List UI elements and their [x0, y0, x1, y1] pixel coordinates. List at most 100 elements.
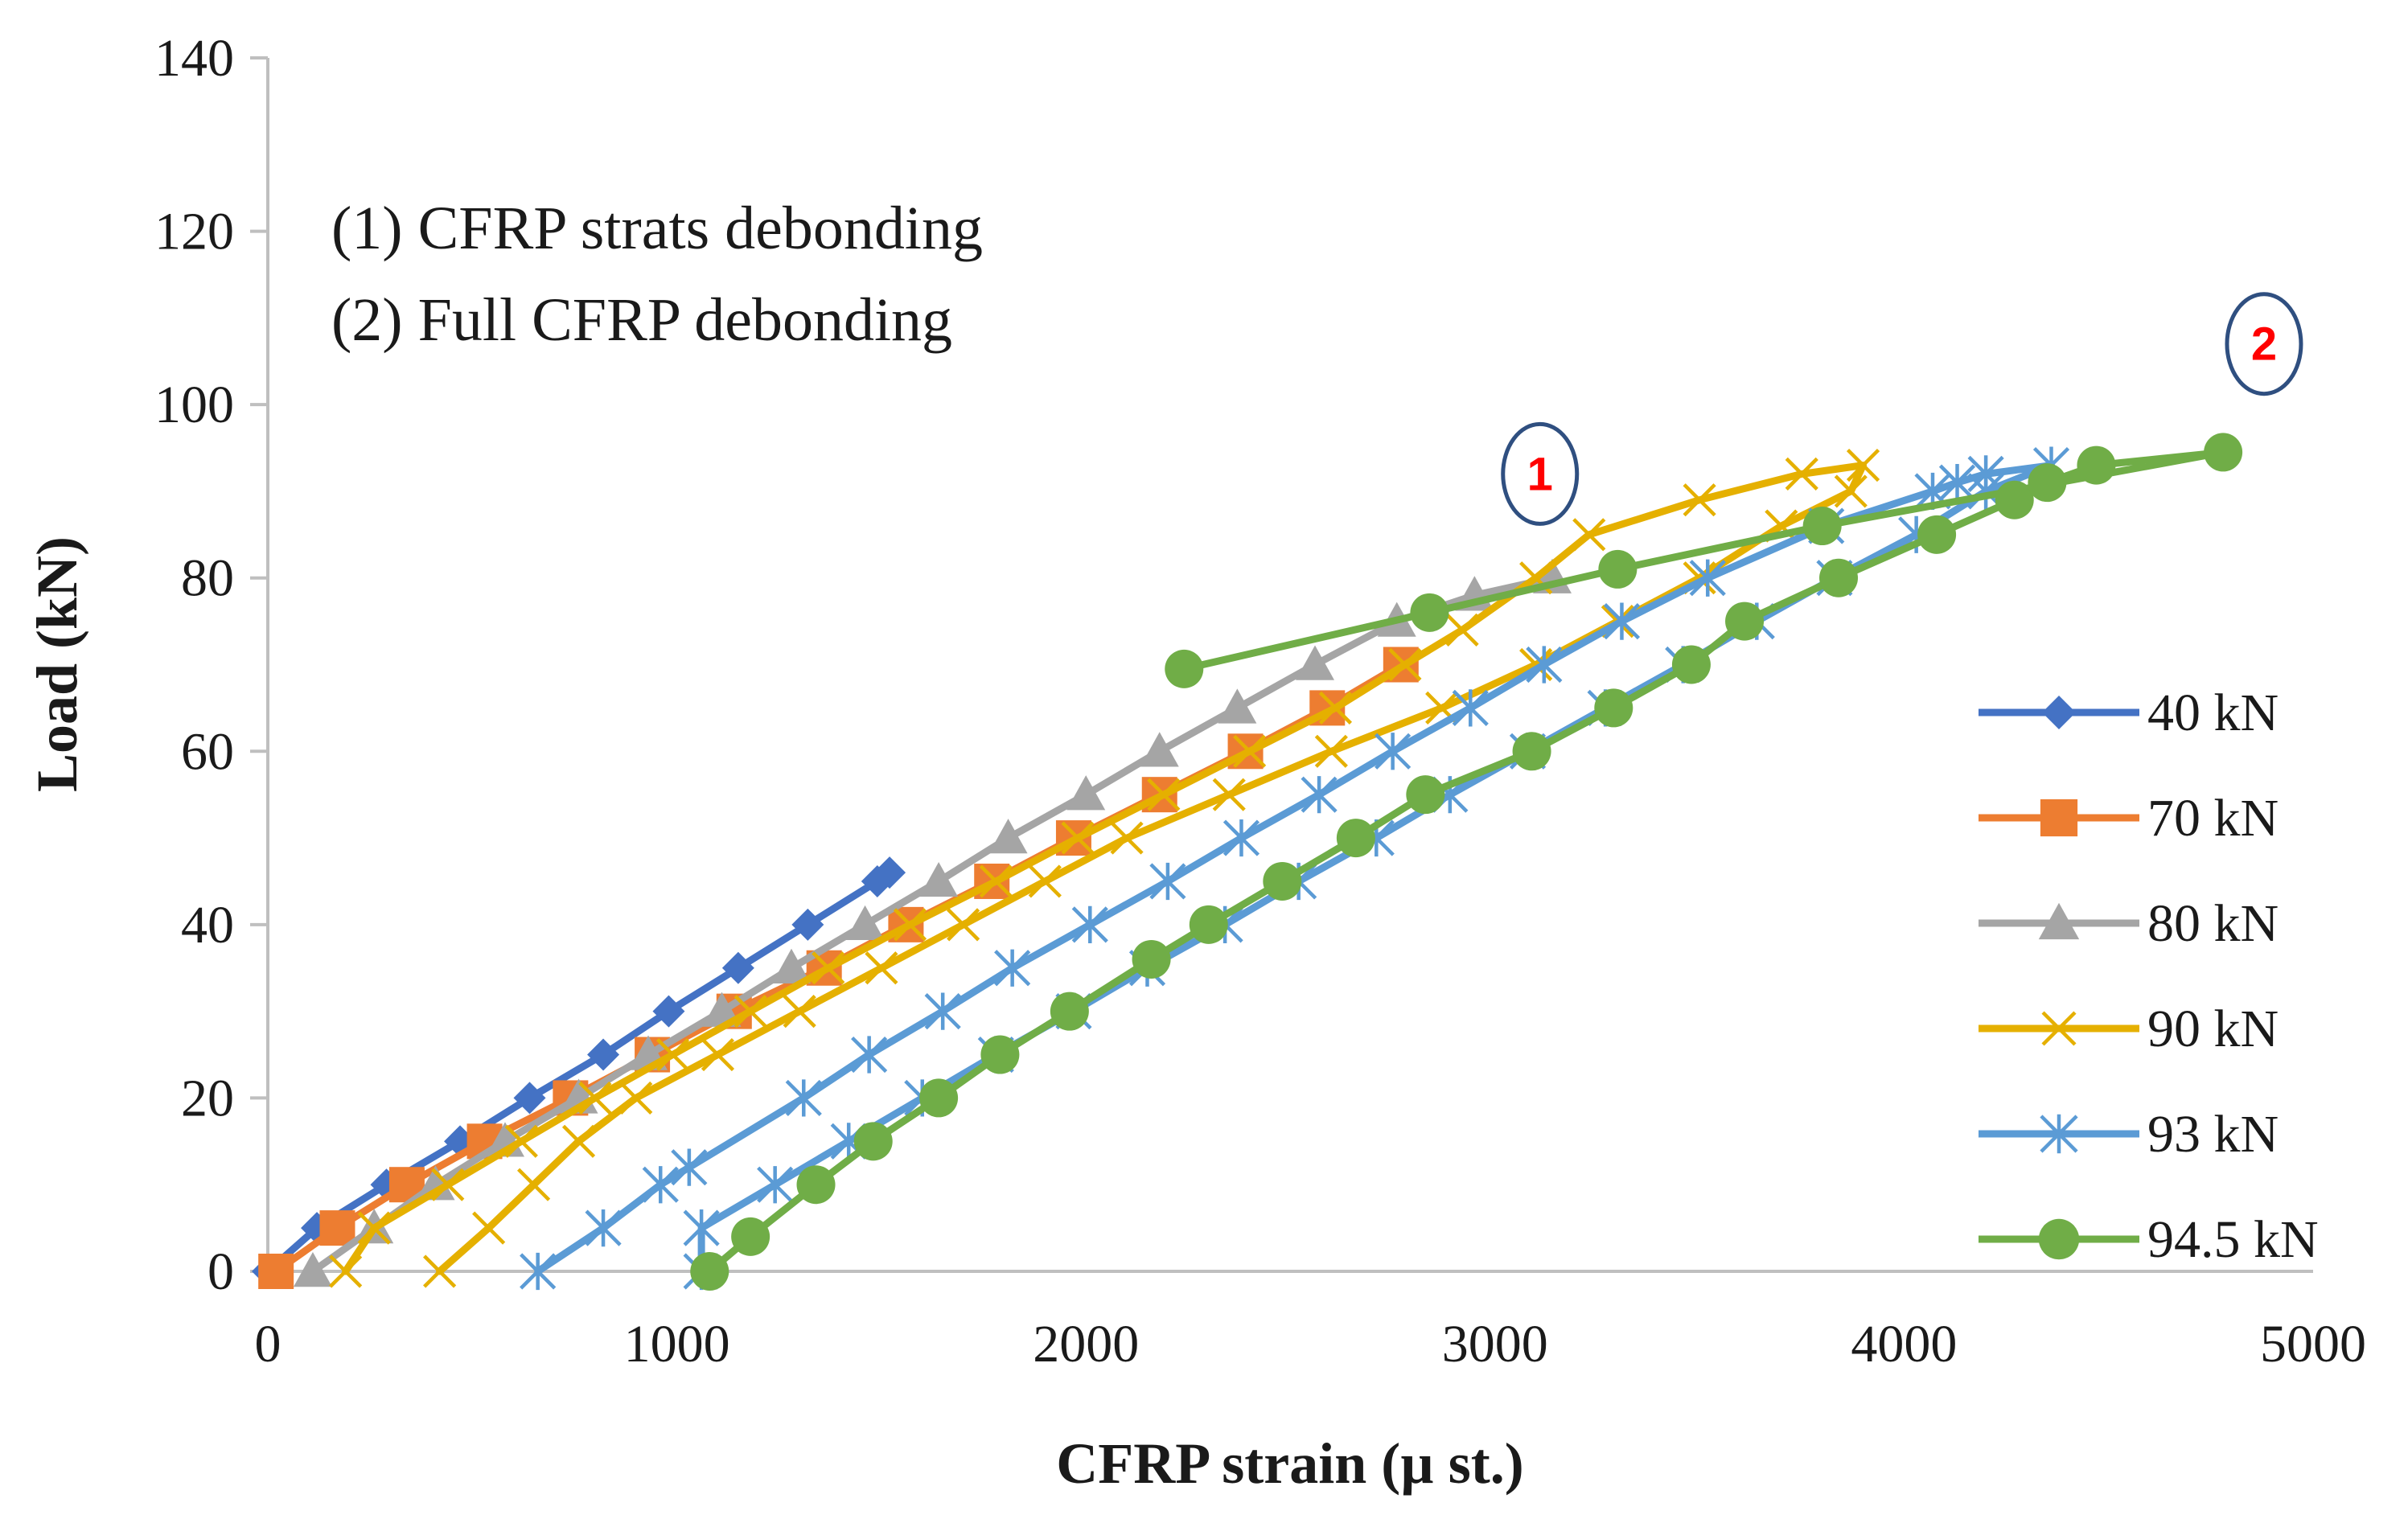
- data-point: [1263, 861, 1302, 901]
- y-tick-label: 100: [154, 376, 234, 434]
- data-point: [472, 1211, 506, 1245]
- data-point: [1050, 992, 1089, 1031]
- data-point: [431, 1168, 465, 1201]
- data-point: [1212, 778, 1246, 811]
- data-point: [2038, 1218, 2080, 1260]
- data-point: [733, 995, 767, 1028]
- data-point: [845, 905, 885, 941]
- data-point: [1572, 518, 1606, 552]
- y-tick-label: 80: [181, 549, 234, 608]
- data-point: [520, 1252, 557, 1291]
- data-point: [979, 864, 1013, 898]
- annotation-2: (2) Full CFRP debonding: [331, 286, 952, 354]
- data-point: [416, 1165, 455, 1201]
- data-point: [2204, 433, 2243, 472]
- data-point: [1410, 593, 1449, 632]
- data-point: [1445, 613, 1479, 647]
- data-point: [1846, 449, 1880, 482]
- data-point: [701, 1037, 735, 1072]
- data-point: [329, 1254, 363, 1288]
- data-point: [796, 1165, 836, 1205]
- data-point: [1189, 905, 1228, 944]
- data-point: [642, 1166, 679, 1204]
- data-point: [1061, 821, 1095, 855]
- data-point: [772, 948, 812, 983]
- legend-item: 70 kN: [1979, 789, 2279, 848]
- data-point: [1594, 688, 1633, 728]
- data-point: [561, 1124, 596, 1158]
- y-tick-label: 120: [154, 203, 234, 261]
- y-tick-marks: [250, 56, 268, 1273]
- data-point: [1834, 474, 1868, 508]
- data-point: [988, 819, 1028, 854]
- data-point: [2038, 902, 2080, 940]
- data-point: [1132, 939, 1171, 979]
- data-point: [513, 1082, 546, 1115]
- legend-label: 80 kN: [2147, 894, 2279, 953]
- legend-label: 70 kN: [2147, 789, 2279, 848]
- legend-item: 80 kN: [1979, 894, 2279, 953]
- data-point: [873, 856, 906, 889]
- y-tick-label: 20: [181, 1069, 234, 1127]
- data-point: [2077, 445, 2116, 485]
- data-point: [1375, 733, 1412, 770]
- series-layer: [252, 433, 2243, 1291]
- data-point: [578, 1081, 612, 1115]
- axes: [266, 58, 2313, 1273]
- data-point: [2040, 1114, 2078, 1154]
- x-tick-label: 5000: [2260, 1315, 2366, 1373]
- data-point: [1218, 688, 1257, 724]
- data-point: [783, 995, 816, 1028]
- data-point: [1147, 778, 1181, 811]
- data-point: [919, 861, 959, 897]
- y-tick-label: 140: [154, 29, 234, 88]
- data-point: [757, 1166, 794, 1204]
- data-point: [1314, 734, 1348, 768]
- data-point: [947, 908, 980, 942]
- legend-item: 94.5 kN: [1979, 1210, 2319, 1269]
- legend-label: 94.5 kN: [2147, 1210, 2319, 1269]
- data-point: [1028, 864, 1062, 898]
- data-point: [587, 1038, 620, 1071]
- y-tick-label: 60: [181, 722, 234, 781]
- data-point: [1802, 507, 1842, 546]
- data-point: [504, 1124, 538, 1158]
- data-point: [652, 995, 685, 1028]
- data-point: [721, 951, 754, 984]
- data-point: [785, 1079, 822, 1117]
- data-point: [690, 1252, 729, 1291]
- data-point: [319, 1210, 355, 1246]
- data-point: [1318, 691, 1353, 725]
- data-point: [1512, 732, 1551, 771]
- data-point: [1066, 775, 1106, 811]
- callout-1: 1: [1501, 421, 1580, 526]
- data-point: [1140, 732, 1179, 767]
- data-point: [1165, 649, 1204, 688]
- data-point: [2041, 1011, 2077, 1046]
- callout-markers: 12: [1501, 292, 2303, 526]
- data-point: [423, 1254, 457, 1288]
- data-point: [1233, 734, 1267, 768]
- data-point: [791, 908, 824, 941]
- data-point: [1296, 645, 1335, 680]
- data-point: [1683, 483, 1716, 517]
- series-94-5-kn: [690, 433, 2243, 1291]
- callout-ellipse: [1501, 421, 1580, 526]
- data-point: [865, 951, 898, 985]
- data-point: [619, 1081, 653, 1115]
- data-point: [2042, 696, 2076, 729]
- y-axis-title: Load (kN): [25, 536, 89, 792]
- series-90-kn: [329, 449, 1880, 1288]
- series-80-kn: [293, 558, 1572, 1287]
- data-point: [1689, 559, 1726, 597]
- data-point: [924, 992, 961, 1030]
- callout-ellipse: [2225, 292, 2303, 396]
- annotation-1: (1) CFRP strats debonding: [331, 195, 983, 262]
- data-point: [1526, 646, 1563, 684]
- legend-item: 90 kN: [1979, 1000, 2279, 1058]
- data-point: [1917, 515, 1957, 554]
- data-point: [893, 908, 927, 942]
- callout-label: 2: [2251, 318, 2277, 371]
- x-axis-title: CFRP strain (µ st.): [1056, 1431, 1523, 1496]
